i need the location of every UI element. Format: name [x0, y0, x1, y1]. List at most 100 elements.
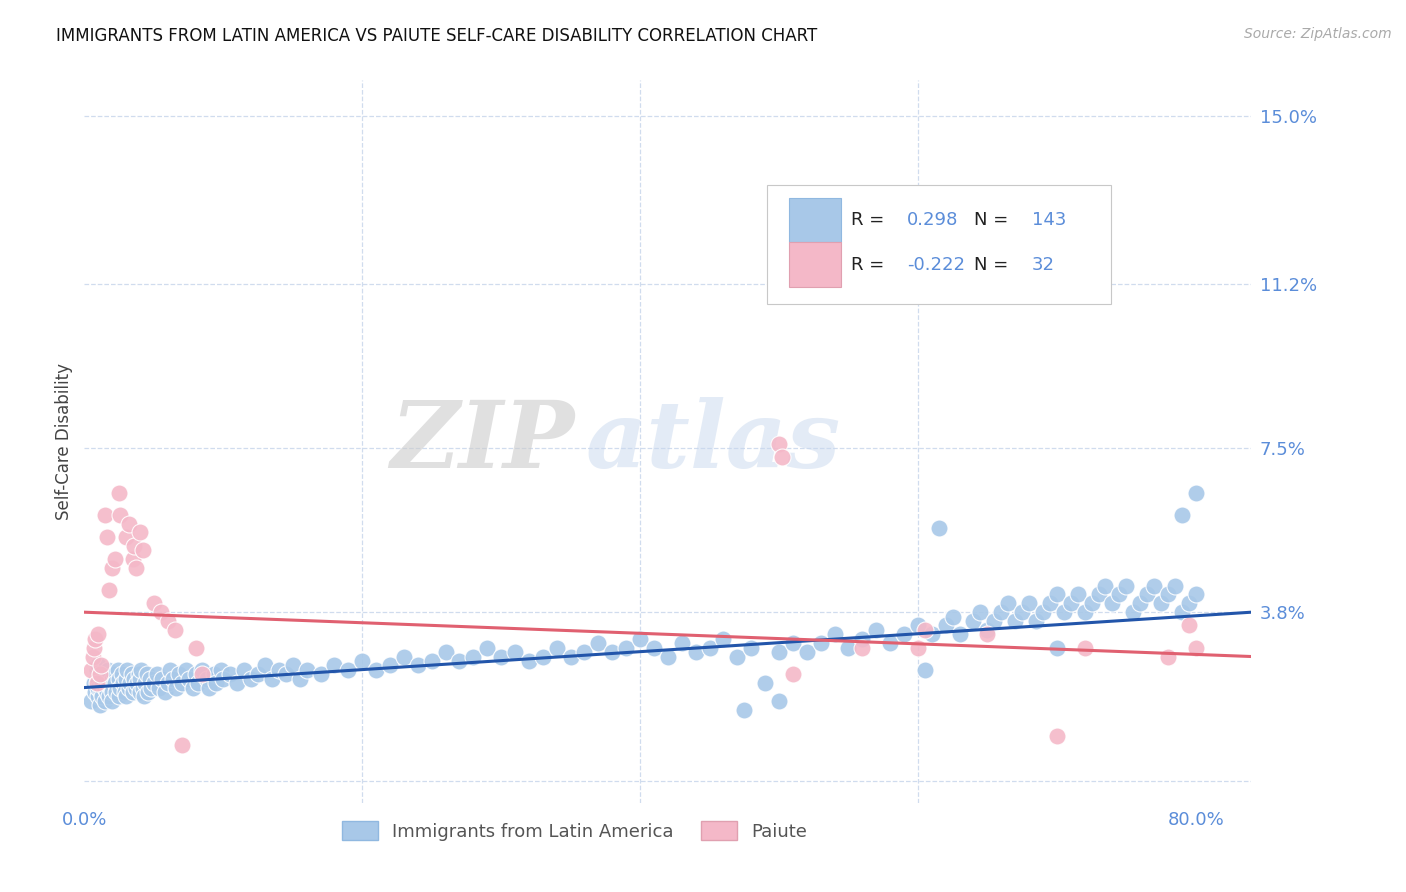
Point	[117, 663, 139, 677]
Point	[1184, 485, 1206, 500]
Point	[94, 508, 117, 522]
Point	[89, 667, 111, 681]
Point	[1053, 605, 1076, 619]
Point	[191, 663, 214, 677]
Point	[1018, 596, 1040, 610]
Point	[163, 623, 186, 637]
Point	[1080, 596, 1102, 610]
Point	[1171, 508, 1194, 522]
Point	[94, 681, 117, 695]
Point	[671, 636, 693, 650]
Point	[118, 516, 141, 531]
Point	[1025, 614, 1047, 628]
Point	[84, 632, 107, 646]
Point	[517, 654, 540, 668]
Point	[105, 685, 128, 699]
Point	[1046, 640, 1069, 655]
Point	[1178, 618, 1201, 632]
Point	[100, 681, 122, 695]
Point	[104, 552, 127, 566]
Point	[733, 703, 755, 717]
Point	[132, 690, 155, 704]
Point	[392, 649, 415, 664]
Point	[136, 685, 159, 699]
Point	[159, 663, 181, 677]
Point	[260, 672, 283, 686]
Point	[115, 690, 138, 704]
Point	[125, 561, 148, 575]
Point	[337, 663, 360, 677]
Point	[949, 627, 972, 641]
Point	[865, 623, 887, 637]
Point	[560, 649, 582, 664]
Point	[274, 667, 297, 681]
Point	[110, 681, 132, 695]
Point	[546, 640, 568, 655]
Point	[184, 667, 207, 681]
Text: N =: N =	[973, 211, 1014, 228]
Point	[1136, 587, 1159, 601]
Point	[1046, 729, 1069, 743]
Point	[138, 672, 160, 686]
Point	[1115, 579, 1137, 593]
Point	[240, 672, 263, 686]
Point	[202, 667, 225, 681]
Point	[921, 627, 943, 641]
Point	[768, 694, 790, 708]
Text: atlas: atlas	[586, 397, 841, 486]
Point	[139, 681, 162, 695]
Point	[725, 649, 748, 664]
Point	[96, 530, 118, 544]
Point	[928, 521, 950, 535]
Point	[134, 676, 156, 690]
Point	[135, 667, 157, 681]
Text: R =: R =	[851, 211, 890, 228]
Point	[124, 539, 146, 553]
Point	[782, 667, 804, 681]
Point	[1011, 605, 1033, 619]
Point	[969, 605, 991, 619]
Point	[1171, 605, 1194, 619]
Point	[1004, 614, 1026, 628]
Point	[115, 530, 138, 544]
Point	[477, 640, 499, 655]
Point	[1143, 579, 1166, 593]
Point	[768, 645, 790, 659]
Legend: Immigrants from Latin America, Paiute: Immigrants from Latin America, Paiute	[335, 814, 814, 848]
FancyBboxPatch shape	[789, 243, 841, 286]
Point	[1108, 587, 1130, 601]
Point	[165, 681, 187, 695]
Point	[82, 649, 104, 664]
Text: -0.222: -0.222	[907, 255, 965, 274]
Point	[1073, 640, 1095, 655]
Point	[122, 685, 145, 699]
Point	[122, 552, 145, 566]
Point	[156, 614, 179, 628]
Point	[1178, 596, 1201, 610]
Point	[1039, 596, 1062, 610]
Point	[153, 685, 176, 699]
Point	[226, 676, 249, 690]
Point	[93, 667, 115, 681]
Point	[195, 672, 218, 686]
Point	[810, 636, 832, 650]
Point	[162, 672, 184, 686]
Point	[101, 672, 124, 686]
Point	[121, 667, 143, 681]
Point	[127, 676, 149, 690]
Point	[782, 636, 804, 650]
Text: Source: ZipAtlas.com: Source: ZipAtlas.com	[1244, 27, 1392, 41]
Point	[247, 667, 270, 681]
Point	[101, 685, 124, 699]
Point	[108, 485, 131, 500]
Point	[1150, 596, 1173, 610]
Point	[98, 676, 121, 690]
Point	[699, 640, 721, 655]
Point	[1157, 649, 1180, 664]
Point	[685, 645, 707, 659]
Point	[108, 690, 131, 704]
Point	[107, 663, 129, 677]
Point	[997, 596, 1019, 610]
Point	[420, 654, 443, 668]
Point	[588, 636, 610, 650]
